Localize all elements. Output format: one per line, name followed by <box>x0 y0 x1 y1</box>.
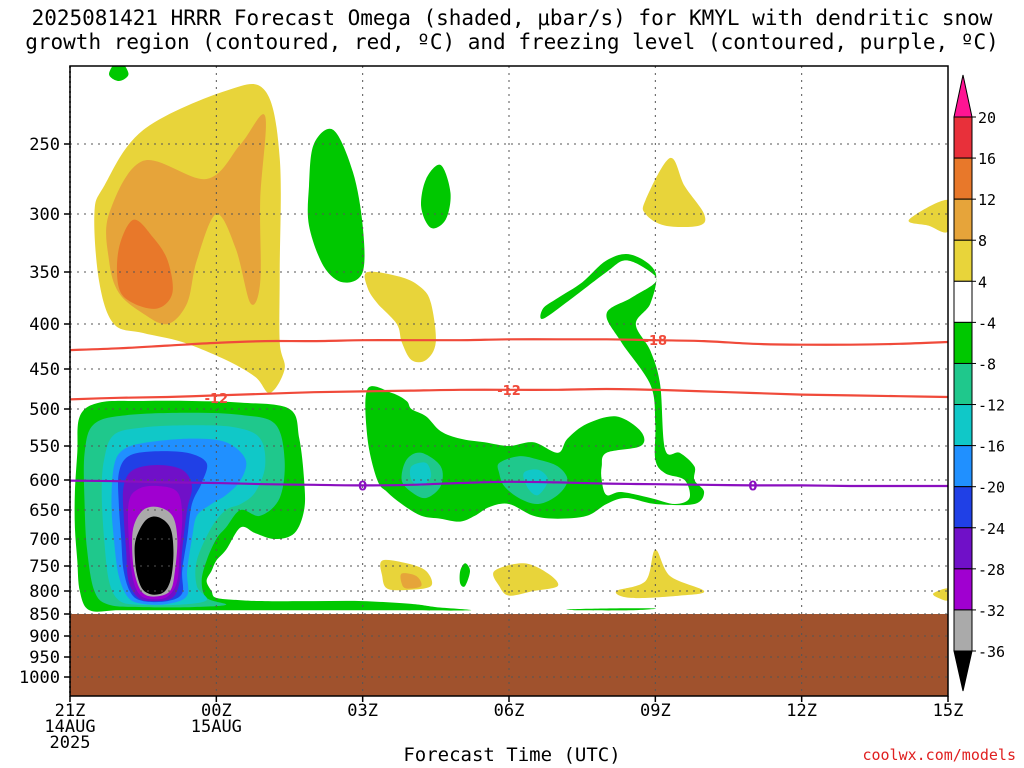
colorbar-label: -32 <box>978 602 1005 620</box>
contour-line-0 <box>70 479 948 488</box>
omega-region--4 <box>459 563 470 587</box>
colorbar-band <box>953 239 973 282</box>
omega-colorbar: 20 16 12 8 4 -4 -8 -12 -16 -20 -24 -28 -32 -36 <box>953 74 1005 692</box>
y-tick-label: 250 <box>29 135 60 155</box>
colorbar-band <box>953 404 973 447</box>
y-tick-label: 400 <box>29 315 60 335</box>
contour-label: -12 <box>205 392 229 407</box>
y-tick-label: 600 <box>29 471 60 491</box>
y-tick-label: 750 <box>29 557 60 577</box>
contour-line--12 <box>70 387 948 401</box>
y-tick-label: 850 <box>29 605 60 625</box>
colorbar-band <box>953 280 973 323</box>
colorbar-label: -12 <box>978 397 1005 415</box>
x-tick-label: 03Z <box>347 701 378 721</box>
y-tick-label: 1000 <box>19 668 60 688</box>
chart-title-line-2: growth region (contoured, red, ºC) and f… <box>25 30 999 54</box>
omega-region-12 <box>116 219 173 309</box>
contour-label: 0 <box>358 479 367 494</box>
x-tick-label: 12Z <box>786 701 817 721</box>
contour-label: -12 <box>497 384 521 399</box>
x-tick-label: 15Z <box>933 701 964 721</box>
y-tick-label: 350 <box>29 263 60 283</box>
y-tick-label: 800 <box>29 582 60 602</box>
colorbar-band <box>953 157 973 200</box>
colorbar-bottom-arrow <box>953 650 973 692</box>
colorbar-label: -36 <box>978 643 1005 661</box>
colorbar-label: 16 <box>978 150 996 168</box>
y-tick-label: 650 <box>29 501 60 521</box>
colorbar-band <box>953 568 973 611</box>
colorbar-top-arrow <box>953 74 973 118</box>
contour-label: -18 <box>644 334 668 349</box>
y-axis-ticks: 2503003504004505005506006507007508008509… <box>19 135 70 688</box>
colorbar-band <box>953 527 973 570</box>
omega-region-8 <box>400 573 422 589</box>
colorbar-label: 20 <box>978 109 996 127</box>
colorbar-label: -28 <box>978 561 1005 579</box>
x-tick-label: 14AUG <box>44 717 95 737</box>
credit-link[interactable]: coolwx.com/models <box>862 746 1016 764</box>
omega-region-4 <box>933 588 948 601</box>
omega-region-4 <box>615 549 705 599</box>
omega-region--4 <box>365 254 705 522</box>
chart-title: 2025081421 HRRR Forecast Omega (shaded, … <box>0 6 1024 54</box>
y-tick-label: 900 <box>29 627 60 647</box>
colorbar-band <box>953 609 973 652</box>
y-tick-label: 300 <box>29 205 60 225</box>
omega-region--12 <box>409 462 432 487</box>
omega-region--4 <box>566 608 656 611</box>
omega-region-4 <box>908 199 948 233</box>
x-tick-label: 2025 <box>50 733 91 753</box>
x-tick-label: 09Z <box>640 701 671 721</box>
colorbar-label: -20 <box>978 479 1005 497</box>
omega-region--4 <box>109 66 129 81</box>
colorbar-label: -24 <box>978 520 1005 538</box>
y-tick-label: 450 <box>29 360 60 380</box>
y-tick-label: 550 <box>29 437 60 457</box>
omega-shaded-regions <box>74 66 948 612</box>
x-tick-label: 15AUG <box>191 717 242 737</box>
colorbar-label: 8 <box>978 232 987 250</box>
colorbar-band <box>953 321 973 364</box>
y-tick-label: 700 <box>29 530 60 550</box>
omega-region--4 <box>307 128 365 283</box>
colorbar-band <box>953 116 973 159</box>
x-tick-label: 00Z <box>201 701 232 721</box>
colorbar-label: -8 <box>978 355 996 373</box>
colorbar-label: -4 <box>978 314 996 332</box>
x-tick-label: 21Z <box>55 701 86 721</box>
chart-title-line-1: 2025081421 HRRR Forecast Omega (shaded, … <box>31 6 993 30</box>
colorbar-label: 12 <box>978 191 996 209</box>
y-tick-label: 950 <box>29 648 60 668</box>
omega-region-4 <box>642 157 706 228</box>
colorbar-band <box>953 198 973 241</box>
contour-label: 0 <box>748 479 757 494</box>
omega-region--4 <box>421 164 451 229</box>
y-tick-label: 500 <box>29 400 60 420</box>
contour-line--18 <box>70 338 948 352</box>
colorbar-band <box>953 445 973 488</box>
colorbar-band <box>953 486 973 529</box>
omega-region--36 <box>134 516 174 595</box>
x-axis-label: Forecast Time (UTC) <box>403 744 621 766</box>
colorbar-label: 4 <box>978 273 987 291</box>
colorbar-band <box>953 362 973 406</box>
x-tick-label: 06Z <box>494 701 525 721</box>
colorbar-label: -16 <box>978 438 1005 456</box>
temperature-contours: -18 -12 -12 0 0 <box>70 334 948 494</box>
